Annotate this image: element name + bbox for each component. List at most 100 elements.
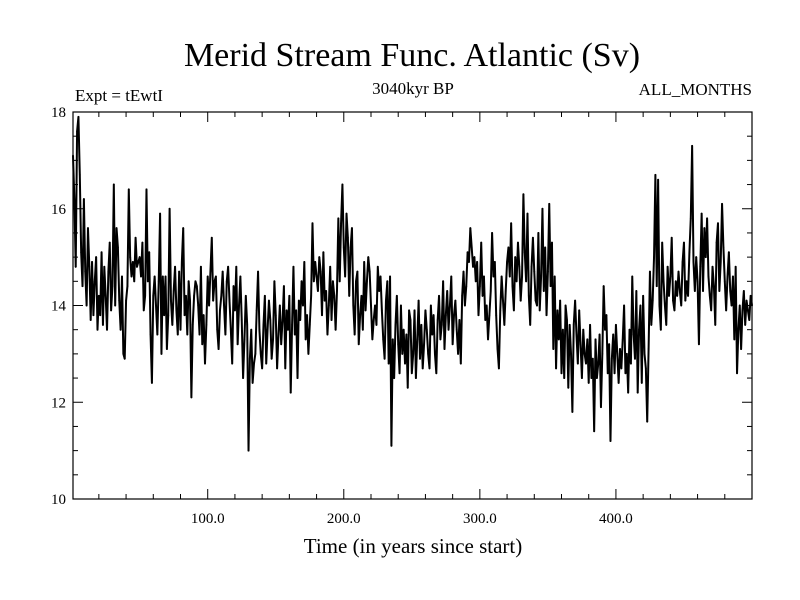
data-point-345 (540, 275, 542, 278)
data-point-172 (304, 338, 307, 341)
data-point-324 (511, 285, 514, 288)
data-point-386 (595, 377, 598, 379)
data-point-426 (650, 323, 653, 326)
data-point-45 (131, 261, 134, 263)
data-point-442 (672, 299, 674, 302)
data-point-235 (390, 444, 393, 447)
data-point-320 (506, 261, 508, 263)
data-point-86 (187, 280, 190, 283)
plot-frame (72, 111, 753, 500)
data-point-394 (606, 372, 609, 375)
data-point-90 (193, 294, 196, 297)
data-point-134 (253, 362, 255, 365)
data-point-257 (420, 323, 423, 326)
x-tick-labels: 100.0 200.0 300.0 400.0 (191, 511, 633, 527)
data-point-473 (714, 323, 717, 326)
data-point-99 (205, 323, 208, 326)
data-point-54 (144, 294, 147, 297)
data-point-485 (730, 304, 733, 307)
data-point-280 (451, 343, 454, 346)
data-point-410 (628, 328, 631, 331)
data-point-481 (725, 309, 728, 312)
data-point-131 (248, 357, 251, 360)
data-point-167 (297, 299, 300, 302)
data-point-262 (427, 352, 430, 355)
data-point-125 (240, 319, 243, 321)
data-point-74 (171, 323, 174, 326)
data-point-136 (255, 309, 258, 312)
data-point-22 (100, 251, 103, 254)
data-point-103 (210, 236, 213, 239)
data-point-81 (180, 261, 183, 263)
data-point-412 (631, 275, 634, 278)
data-point-106 (214, 275, 217, 278)
data-point-277 (447, 328, 450, 331)
data-point-174 (307, 352, 310, 355)
data-point-147 (270, 357, 273, 360)
data-point-236 (391, 338, 394, 341)
data-point-330 (519, 299, 522, 302)
data-point-36 (119, 328, 122, 331)
data-point-188 (326, 333, 329, 336)
data-point-249 (409, 319, 412, 321)
data-point-441 (670, 236, 673, 239)
data-point-76 (174, 265, 176, 268)
data-point-149 (273, 280, 276, 283)
data-point-227 (379, 275, 382, 278)
data-point-139 (259, 352, 262, 355)
data-point-30 (111, 285, 114, 288)
data-point-460 (696, 280, 699, 283)
data-point-440 (669, 275, 672, 278)
data-point-218 (367, 256, 370, 259)
data-point-210 (356, 270, 359, 273)
data-point-97 (202, 314, 205, 317)
data-point-316 (500, 275, 503, 278)
data-point-272 (440, 323, 443, 326)
data-point-114 (225, 280, 228, 283)
data-point-308 (489, 290, 492, 292)
x-axis-label: Time (in years since start) (304, 534, 523, 558)
data-point-89 (191, 323, 194, 326)
data-point-428 (653, 256, 655, 259)
data-point-40 (125, 299, 127, 302)
data-point-468 (707, 275, 710, 278)
data-point-319 (504, 290, 507, 292)
data-point-432 (658, 304, 661, 307)
data-point-70 (165, 348, 168, 350)
data-point-91 (194, 280, 197, 283)
months-label: ALL_MONTHS (639, 80, 752, 99)
data-point-168 (299, 319, 302, 321)
data-point-152 (277, 333, 280, 336)
data-point-180 (315, 275, 318, 278)
data-point-80 (179, 328, 182, 331)
data-point-78 (176, 333, 179, 336)
data-point-237 (393, 377, 396, 379)
data-point-325 (512, 309, 515, 312)
data-point-347 (542, 290, 545, 292)
data-point-182 (318, 256, 321, 259)
data-point-354 (552, 348, 555, 350)
data-point-254 (416, 338, 419, 341)
data-point-4 (76, 130, 78, 133)
data-point-37 (121, 275, 123, 278)
data-point-401 (616, 352, 619, 355)
data-point-59 (151, 382, 153, 384)
data-point-346 (541, 207, 544, 210)
data-point-198 (340, 222, 342, 225)
data-point-127 (243, 338, 246, 341)
data-point-304 (484, 319, 487, 321)
data-point-239 (395, 294, 398, 297)
data-point-120 (234, 309, 236, 312)
data-point-255 (417, 299, 420, 302)
data-point-483 (727, 251, 730, 254)
data-point-409 (627, 391, 630, 394)
data-point-92 (195, 285, 198, 288)
data-point-416 (636, 391, 639, 394)
data-point-343 (537, 232, 540, 234)
data-point-382 (590, 377, 593, 379)
data-point-327 (515, 280, 518, 283)
data-point-374 (579, 343, 582, 346)
data-point-339 (532, 236, 534, 239)
data-point-122 (236, 343, 239, 346)
data-point-58 (149, 333, 152, 336)
